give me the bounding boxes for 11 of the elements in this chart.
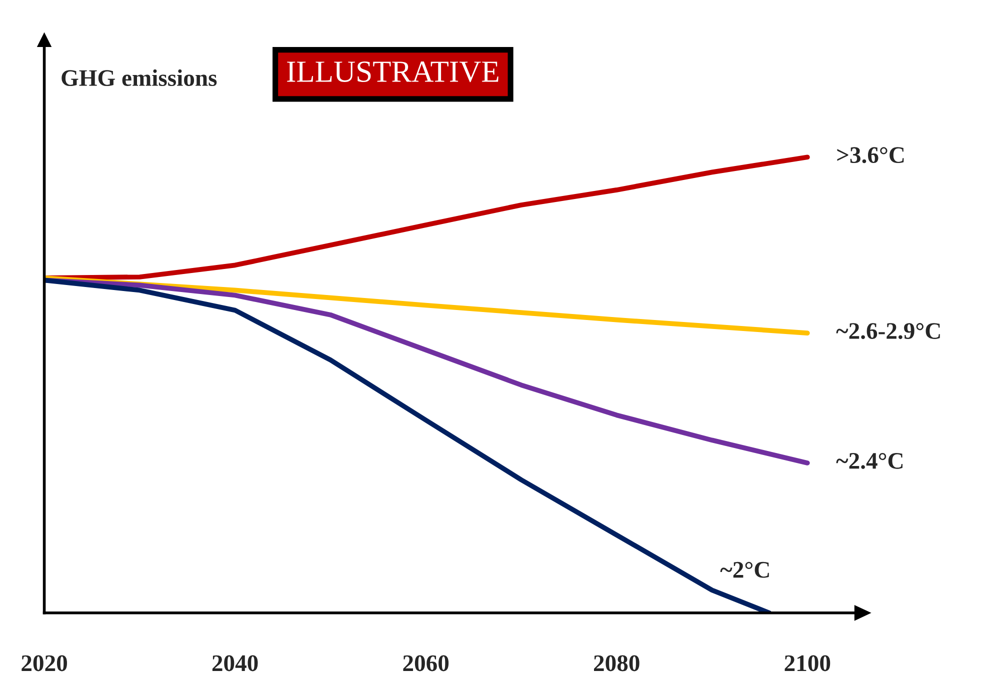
- series-label: ~2°C: [720, 562, 769, 578]
- x-tick-label: 2060: [403, 655, 449, 672]
- x-tick-label: 2080: [594, 655, 640, 672]
- y-axis-title: GHG emissions: [62, 69, 217, 86]
- x-tick-label: 2040: [212, 655, 258, 672]
- series-label: ~2.4°C: [836, 452, 903, 469]
- x-tick-label: 2100: [784, 655, 830, 672]
- text: ILLUSTRATIVE: [287, 61, 498, 82]
- series-label: >3.6°C: [837, 147, 904, 164]
- x-tick-label: 2020: [22, 655, 67, 672]
- series-label: ~2.6-2.9°C: [836, 323, 940, 340]
